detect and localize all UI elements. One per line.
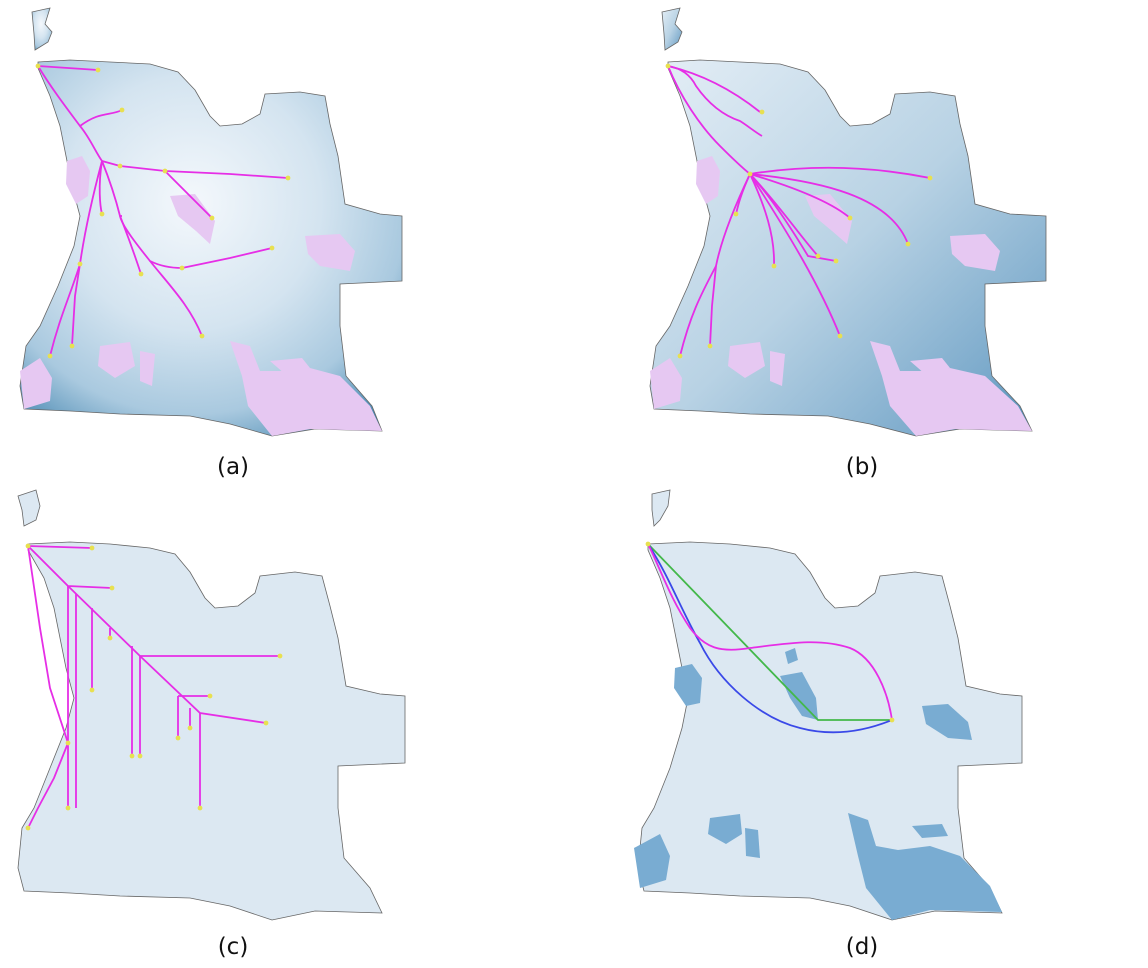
route-nodes — [665, 63, 933, 359]
map-panel-a — [10, 6, 403, 441]
country-outline — [17, 489, 406, 921]
caption-d: (d) — [845, 934, 879, 960]
country-outline — [649, 7, 1047, 437]
exclusion-zones — [650, 156, 1032, 436]
country-outline — [637, 489, 1023, 921]
caption-b: (b) — [845, 454, 879, 480]
map-panel-d — [630, 488, 1030, 928]
constrained-route-magenta — [647, 543, 893, 721]
map-panel-b — [640, 6, 1060, 441]
straight-route — [647, 543, 890, 721]
caption-c: (c) — [217, 934, 249, 960]
map-c-svg — [17, 489, 406, 921]
map-panel-c — [10, 488, 410, 928]
exclusion-zones — [20, 156, 382, 436]
map-d-svg — [634, 489, 1023, 921]
route-network — [667, 65, 931, 357]
constrained-route-blue — [647, 543, 893, 734]
route-network — [27, 545, 280, 829]
route-nodes — [25, 543, 283, 831]
country-outline — [19, 7, 403, 437]
route-nodes — [35, 63, 291, 359]
route-comparison — [647, 543, 893, 734]
caption-a: (a) — [216, 454, 250, 480]
map-b-svg — [649, 7, 1047, 437]
exclusion-zones — [634, 648, 1002, 920]
map-a-svg — [19, 7, 403, 437]
route-nodes — [645, 541, 895, 723]
